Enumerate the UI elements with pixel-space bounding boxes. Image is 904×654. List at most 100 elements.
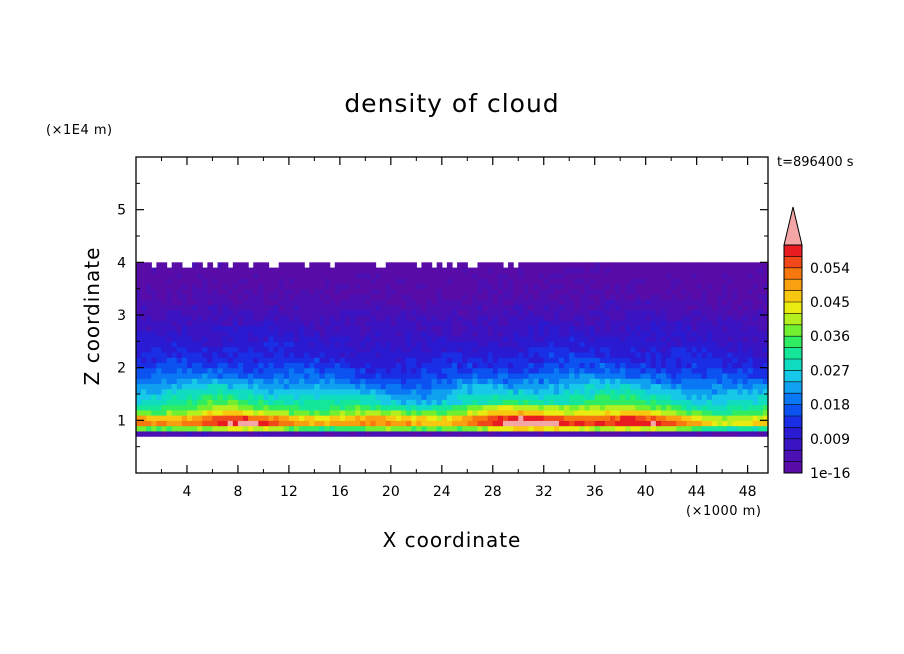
field-cell bbox=[360, 362, 366, 369]
field-cell bbox=[508, 415, 514, 421]
field-cell bbox=[360, 394, 366, 400]
field-cell bbox=[569, 315, 575, 321]
field-cell bbox=[299, 320, 305, 327]
field-cell bbox=[273, 362, 280, 369]
field-cell bbox=[339, 278, 346, 284]
field-cell bbox=[192, 341, 198, 348]
field-cell bbox=[604, 288, 611, 295]
field-cell bbox=[691, 351, 698, 358]
field-cell bbox=[508, 362, 514, 369]
field-cell bbox=[309, 283, 315, 290]
colorbar-swatch bbox=[784, 347, 802, 360]
field-cell bbox=[441, 288, 448, 295]
field-cell bbox=[615, 378, 621, 385]
field-cell bbox=[452, 309, 458, 316]
field-cell bbox=[294, 346, 300, 353]
field-cell bbox=[355, 293, 361, 300]
field-cell bbox=[202, 420, 208, 427]
field-cell bbox=[181, 415, 188, 421]
field-cell bbox=[711, 362, 718, 369]
field-cell bbox=[237, 293, 244, 300]
field-cell bbox=[457, 425, 463, 432]
field-cell bbox=[212, 383, 219, 390]
field-cell bbox=[334, 288, 341, 295]
field-cell bbox=[446, 430, 453, 437]
field-cell bbox=[559, 299, 565, 306]
field-cell bbox=[523, 288, 530, 295]
field-cell bbox=[299, 341, 305, 348]
field-cell bbox=[304, 304, 310, 311]
field-cell bbox=[304, 399, 310, 406]
field-cell bbox=[355, 320, 361, 327]
field-cell bbox=[538, 346, 545, 353]
field-cell bbox=[395, 299, 402, 306]
field-cell bbox=[757, 325, 764, 332]
field-cell bbox=[299, 304, 305, 311]
field-cell bbox=[151, 378, 157, 385]
field-cell bbox=[161, 362, 168, 369]
field-cell bbox=[222, 299, 229, 306]
field-cell bbox=[487, 267, 494, 274]
field-cell bbox=[452, 315, 458, 321]
field-cell bbox=[161, 399, 168, 406]
field-cell bbox=[671, 341, 677, 348]
field-cell bbox=[502, 315, 509, 321]
field-cell bbox=[197, 325, 203, 332]
field-cell bbox=[375, 346, 382, 353]
field-cell bbox=[355, 415, 361, 421]
field-cell bbox=[181, 378, 188, 385]
field-cell bbox=[497, 278, 504, 284]
field-cell bbox=[181, 283, 188, 290]
field-cell bbox=[278, 367, 285, 374]
field-cell bbox=[553, 404, 560, 411]
field-cell bbox=[406, 288, 412, 295]
field-cell bbox=[752, 388, 759, 395]
field-cell bbox=[390, 388, 397, 395]
field-cell bbox=[650, 425, 657, 432]
field-cell bbox=[314, 315, 321, 321]
field-cell bbox=[136, 341, 142, 348]
field-cell bbox=[237, 409, 244, 416]
field-cell bbox=[533, 299, 540, 306]
field-cell bbox=[253, 299, 259, 306]
field-cell bbox=[584, 367, 591, 374]
field-cell bbox=[589, 288, 596, 295]
field-cell bbox=[762, 430, 769, 437]
field-cell bbox=[207, 378, 214, 385]
field-cell bbox=[518, 388, 524, 395]
field-cell bbox=[217, 278, 224, 284]
field-cell bbox=[136, 336, 142, 342]
field-cell bbox=[701, 367, 708, 374]
field-cell bbox=[701, 325, 708, 332]
field-cell bbox=[375, 272, 382, 279]
field-cell bbox=[192, 409, 198, 416]
field-cell bbox=[426, 278, 433, 284]
field-cell bbox=[436, 304, 443, 311]
field-cell bbox=[533, 367, 540, 374]
field-cell bbox=[217, 357, 224, 363]
field-cell bbox=[156, 409, 163, 416]
field-cell bbox=[762, 362, 769, 369]
field-cell bbox=[727, 420, 733, 427]
field-cell bbox=[294, 299, 300, 306]
field-cell bbox=[681, 330, 688, 337]
field-cell bbox=[722, 372, 728, 379]
field-cell bbox=[426, 346, 433, 353]
field-cell bbox=[436, 320, 443, 327]
field-cell bbox=[207, 272, 214, 279]
field-cell bbox=[727, 378, 733, 385]
field-cell bbox=[426, 378, 433, 385]
field-cell bbox=[553, 357, 560, 363]
field-cell bbox=[508, 309, 514, 316]
field-cell bbox=[513, 283, 519, 290]
field-cell bbox=[324, 409, 331, 416]
field-cell bbox=[212, 351, 219, 358]
field-cell bbox=[502, 272, 509, 279]
field-cell bbox=[671, 346, 677, 353]
field-cell bbox=[370, 341, 377, 348]
field-cell bbox=[660, 288, 667, 295]
field-cell bbox=[457, 325, 463, 332]
field-cell bbox=[666, 278, 672, 284]
field-cell bbox=[559, 357, 565, 363]
field-cell bbox=[543, 357, 550, 363]
